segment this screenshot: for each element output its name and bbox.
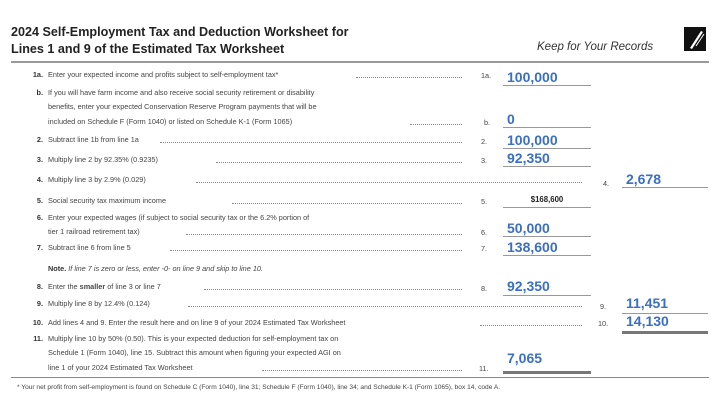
worksheet-title-line1: 2024 Self-Employment Tax and Deduction W…: [11, 25, 349, 39]
line-1b-text-1: If you will have farm income and also re…: [48, 88, 315, 97]
line-4-text: Multiply line 3 by 2.9% (0.029): [48, 175, 146, 184]
dot-leader: [188, 306, 582, 307]
dot-leader: [186, 234, 462, 235]
dot-leader: [232, 203, 462, 204]
line-1b-label: b.: [484, 118, 491, 127]
worksheet-title-line2: Lines 1 and 9 of the Estimated Tax Works…: [11, 42, 285, 56]
dot-leader: [410, 124, 462, 125]
line-6-label: 6.: [481, 228, 488, 237]
line-11-number: 11.: [33, 334, 43, 343]
dot-leader: [216, 162, 462, 163]
dot-leader: [196, 182, 582, 183]
line-9-text: Multiply line 8 by 12.4% (0.124): [48, 299, 150, 308]
line-10-label: 10.: [598, 319, 609, 328]
line-7-note: Note. If line 7 is zero or less, enter -…: [48, 264, 263, 273]
line-1a-number: 1a.: [32, 70, 43, 79]
dot-leader: [480, 325, 582, 326]
line-8-text-post: of line 3 or line 7: [105, 282, 161, 291]
line-5-text: Social security tax maximum income: [48, 196, 167, 205]
line-3-label: 3.: [481, 156, 488, 165]
dot-leader: [170, 250, 462, 251]
line-10-number: 10.: [32, 318, 43, 327]
keep-for-records-label: Keep for Your Records: [537, 41, 654, 53]
note-text: If line 7 is zero or less, enter -0- on …: [66, 264, 263, 273]
line-7-number: 7.: [36, 243, 43, 252]
line-5-value: $168,600: [503, 193, 591, 208]
line-6-text-1: Enter your expected wages (if subject to…: [48, 213, 310, 222]
dot-leader: [204, 289, 462, 290]
line-8-value[interactable]: 92,350: [503, 278, 591, 296]
line-1a-label: 1a.: [481, 71, 492, 80]
line-4-number: 4.: [36, 175, 43, 184]
line-10-text: Add lines 4 and 9. Enter the result here…: [48, 318, 346, 327]
line-8-text-pre: Enter the: [48, 282, 80, 291]
footnote: * Your net profit from self-employment i…: [17, 384, 501, 391]
line-2-text: Subtract line 1b from line 1a: [48, 135, 139, 144]
pencil-icon: [684, 27, 706, 51]
line-6-value[interactable]: 50,000: [503, 220, 591, 237]
line-4-value[interactable]: 2,678: [622, 171, 708, 188]
line-6-text-2: tier 1 railroad retirement tax): [48, 227, 140, 236]
line-6-number: 6.: [36, 213, 43, 222]
line-9-number: 9.: [36, 299, 43, 308]
line-1b-number: b.: [36, 88, 44, 97]
line-11-text-2: Schedule 1 (Form 1040), line 15. Subtrac…: [48, 348, 341, 357]
line-11-text-1: Multiply line 10 by 50% (0.50). This is …: [48, 334, 339, 343]
line-3-number: 3.: [36, 155, 43, 164]
header-divider: [11, 61, 709, 63]
line-9-label: 9.: [600, 302, 607, 311]
line-11-value[interactable]: 7,065: [503, 350, 591, 374]
line-9-value[interactable]: 11,451: [622, 295, 708, 314]
line-2-label: 2.: [481, 137, 488, 146]
line-8-number: 8.: [36, 282, 43, 291]
line-8-label: 8.: [481, 284, 488, 293]
line-7-text: Subtract line 6 from line 5: [48, 243, 131, 252]
line-1a-text: Enter your expected income and profits s…: [48, 70, 279, 79]
line-5-number: 5.: [36, 196, 43, 205]
footer-divider: [11, 377, 709, 378]
line-3-text: Multiply line 2 by 92.35% (0.9235): [48, 155, 158, 164]
line-1b-text-3: included on Schedule F (Form 1040) or li…: [48, 117, 293, 126]
line-7-label: 7.: [481, 244, 488, 253]
line-1a-value[interactable]: 100,000: [503, 69, 591, 86]
dot-leader: [262, 370, 462, 371]
line-8-text-bold: smaller: [79, 282, 106, 291]
note-label: Note.: [48, 264, 67, 273]
dot-leader: [160, 142, 462, 143]
line-4-label: 4.: [603, 179, 610, 188]
line-10-value[interactable]: 14,130: [622, 313, 708, 334]
line-2-value[interactable]: 100,000: [503, 132, 591, 149]
line-11-text-3: line 1 of your 2024 Estimated Tax Worksh…: [48, 363, 193, 372]
line-1b-text-2: benefits, enter your expected Conservati…: [48, 102, 317, 111]
line-2-number: 2.: [36, 135, 43, 144]
line-3-value[interactable]: 92,350: [503, 150, 591, 167]
line-7-value[interactable]: 138,600: [503, 239, 591, 256]
line-8-text: Enter the smaller of line 3 or line 7: [48, 282, 161, 291]
dot-leader: [356, 77, 462, 78]
line-5-label: 5.: [481, 197, 488, 206]
line-11-label: 11.: [479, 364, 489, 373]
line-1b-value[interactable]: 0: [503, 111, 591, 128]
